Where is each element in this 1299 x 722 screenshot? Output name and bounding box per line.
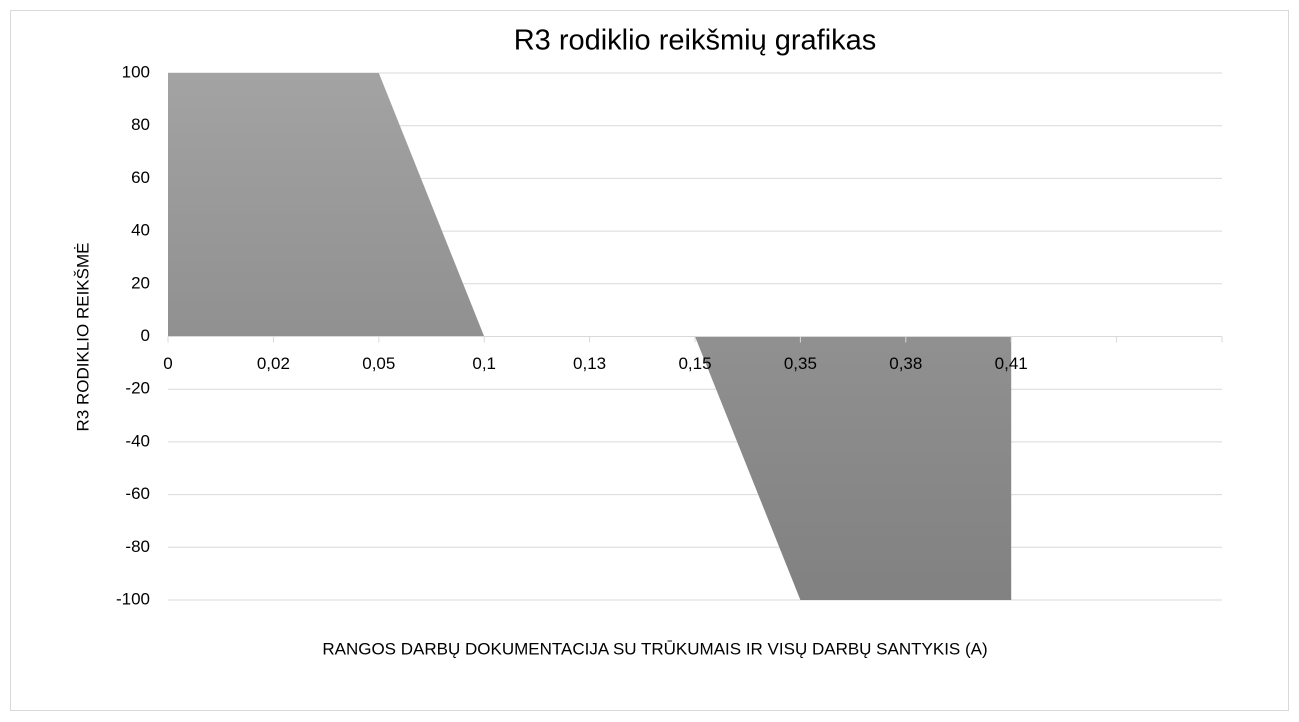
y-tick-label: -100 — [116, 589, 150, 608]
y-tick-label: -20 — [125, 379, 150, 398]
x-tick-label: 0,41 — [995, 354, 1028, 373]
x-tick-label: 0,38 — [889, 354, 922, 373]
y-tick-label: 20 — [131, 273, 150, 292]
y-tick-label: -40 — [125, 431, 150, 450]
x-axis-label: RANGOS DARBŲ DOKUMENTACIJA SU TRŪKUMAIS … — [322, 639, 987, 658]
y-tick-label: 0 — [141, 326, 150, 345]
x-tick-label: 0,35 — [784, 354, 817, 373]
y-tick-label: 40 — [131, 221, 150, 240]
y-tick-label: -80 — [125, 537, 150, 556]
x-tick-label: 0,02 — [257, 354, 290, 373]
y-tick-label: 60 — [131, 168, 150, 187]
y-axis-label: R3 RODIKLIO REIKŠMĖ — [73, 243, 92, 432]
x-tick-label: 0,13 — [573, 354, 606, 373]
x-tick-label: 0 — [163, 354, 172, 373]
y-tick-label: 100 — [122, 62, 150, 81]
y-tick-label: -60 — [125, 484, 150, 503]
chart-title: R3 rodiklio reikšmių grafikas — [514, 25, 877, 57]
x-tick-label: 0,05 — [362, 354, 395, 373]
x-tick-label: 0,15 — [678, 354, 711, 373]
x-tick-label: 0,1 — [472, 354, 496, 373]
y-tick-label: 80 — [131, 115, 150, 134]
